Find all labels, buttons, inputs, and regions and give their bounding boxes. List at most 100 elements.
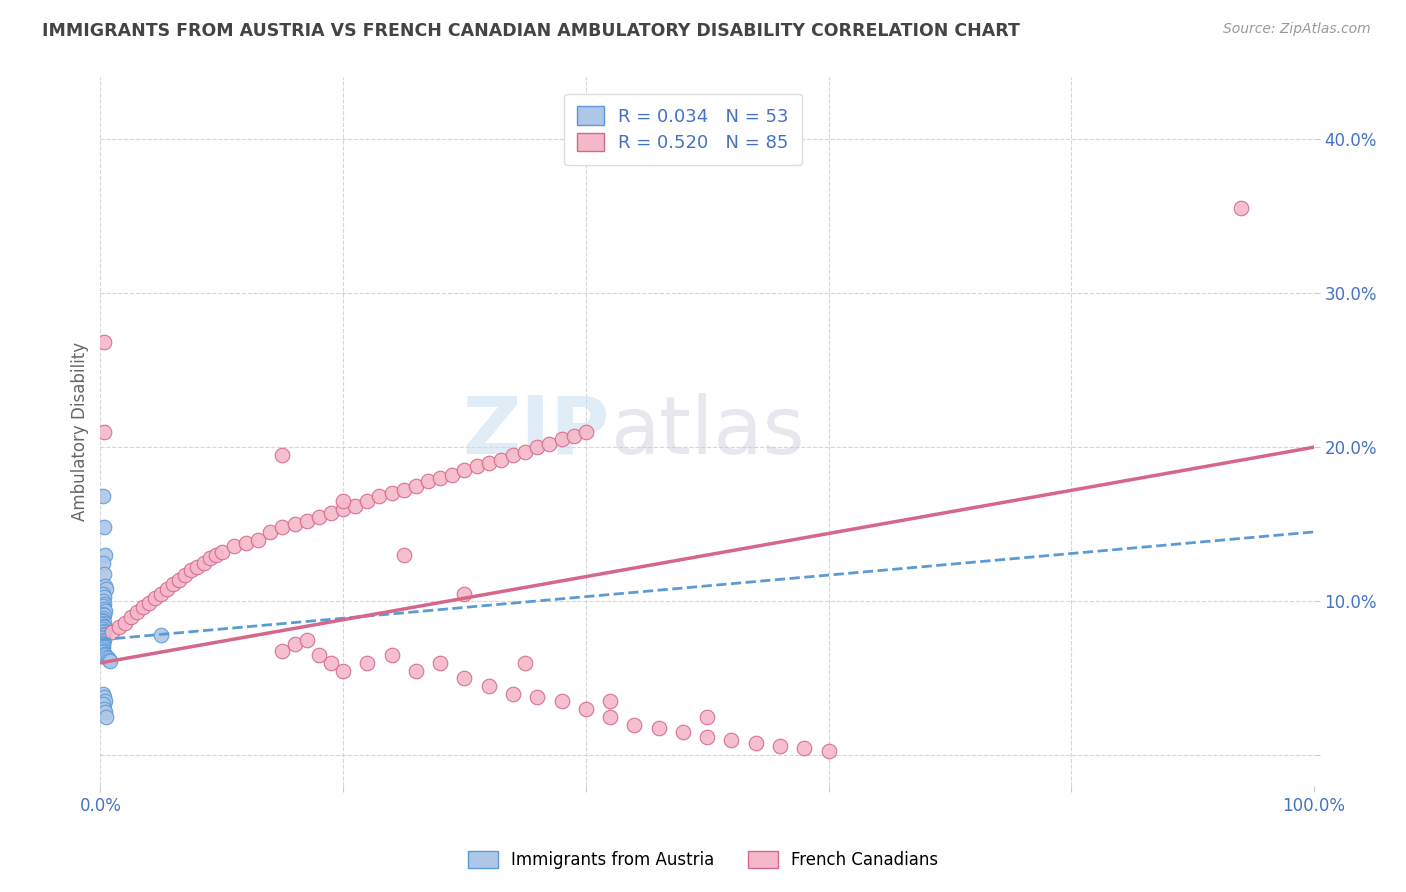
Point <box>101 625 124 640</box>
Point <box>91 634 114 648</box>
Point <box>405 664 427 678</box>
Point <box>93 626 115 640</box>
Point <box>562 429 585 443</box>
Point <box>91 611 114 625</box>
Point <box>156 582 179 596</box>
Point <box>150 586 173 600</box>
Point <box>308 509 330 524</box>
Point <box>769 739 792 753</box>
Point <box>416 474 439 488</box>
Point <box>319 656 342 670</box>
Point <box>429 656 451 670</box>
Point <box>93 590 115 604</box>
Point <box>356 656 378 670</box>
Point <box>186 560 208 574</box>
Point <box>332 494 354 508</box>
Point <box>132 600 155 615</box>
Point <box>125 605 148 619</box>
Point <box>817 744 839 758</box>
Point <box>107 620 129 634</box>
Point <box>550 694 572 708</box>
Point <box>368 490 391 504</box>
Point <box>392 483 415 498</box>
Point <box>575 425 598 439</box>
Point <box>93 598 115 612</box>
Point <box>93 647 115 661</box>
Point <box>647 721 669 735</box>
Point <box>93 702 115 716</box>
Point <box>91 490 114 504</box>
Point <box>198 551 221 566</box>
Point <box>91 687 114 701</box>
Point <box>91 586 114 600</box>
Point <box>319 507 342 521</box>
Point <box>91 619 114 633</box>
Point <box>143 591 166 606</box>
Point <box>94 579 117 593</box>
Point <box>453 671 475 685</box>
Point <box>344 499 367 513</box>
Point <box>513 445 536 459</box>
Point <box>96 710 118 724</box>
Text: Source: ZipAtlas.com: Source: ZipAtlas.com <box>1223 22 1371 37</box>
Point <box>478 679 501 693</box>
Point <box>96 582 118 596</box>
Point <box>332 501 354 516</box>
Point <box>93 615 115 630</box>
Point <box>1230 202 1253 216</box>
Point <box>308 648 330 663</box>
Point <box>91 628 114 642</box>
Point <box>91 556 114 570</box>
Point <box>623 717 645 731</box>
Text: IMMIGRANTS FROM AUSTRIA VS FRENCH CANADIAN AMBULATORY DISABILITY CORRELATION CHA: IMMIGRANTS FROM AUSTRIA VS FRENCH CANADI… <box>42 22 1021 40</box>
Point <box>405 479 427 493</box>
Point <box>599 694 621 708</box>
Point <box>271 643 294 657</box>
Point <box>513 656 536 670</box>
Point <box>93 602 115 616</box>
Point <box>502 687 524 701</box>
Point <box>93 690 115 704</box>
Point <box>90 642 112 657</box>
Point <box>114 615 136 630</box>
Legend: R = 0.034   N = 53, R = 0.520   N = 85: R = 0.034 N = 53, R = 0.520 N = 85 <box>564 94 801 165</box>
Point <box>332 664 354 678</box>
Point <box>502 448 524 462</box>
Point <box>98 654 121 668</box>
Point <box>94 705 117 719</box>
Point <box>91 594 114 608</box>
Point <box>167 573 190 587</box>
Point <box>96 649 118 664</box>
Point <box>162 577 184 591</box>
Point <box>91 698 114 712</box>
Point <box>672 725 695 739</box>
Point <box>295 514 318 528</box>
Point <box>91 615 114 629</box>
Point <box>599 710 621 724</box>
Point <box>150 628 173 642</box>
Point <box>489 452 512 467</box>
Point <box>91 625 114 640</box>
Point <box>271 448 294 462</box>
Legend: Immigrants from Austria, French Canadians: Immigrants from Austria, French Canadian… <box>458 841 948 880</box>
Point <box>696 710 718 724</box>
Point <box>90 630 112 644</box>
Point <box>93 624 115 638</box>
Point <box>356 494 378 508</box>
Y-axis label: Ambulatory Disability: Ambulatory Disability <box>72 343 89 521</box>
Text: atlas: atlas <box>610 392 804 471</box>
Point <box>381 486 404 500</box>
Point <box>97 651 120 665</box>
Point <box>283 637 305 651</box>
Point <box>550 433 572 447</box>
Point <box>283 517 305 532</box>
Point <box>91 640 114 655</box>
Point <box>259 524 281 539</box>
Point <box>211 545 233 559</box>
Point <box>120 609 142 624</box>
Point <box>381 648 404 663</box>
Point <box>91 622 114 636</box>
Point <box>91 637 114 651</box>
Point <box>526 440 548 454</box>
Point <box>180 564 202 578</box>
